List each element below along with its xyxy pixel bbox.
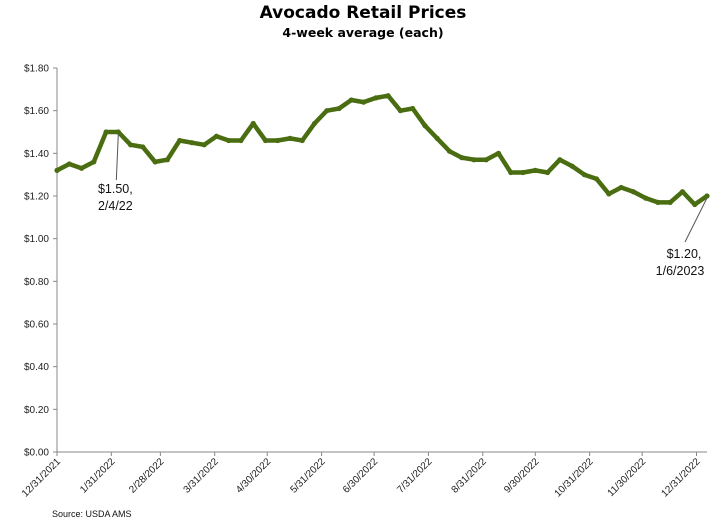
data-point bbox=[422, 123, 428, 129]
data-point bbox=[532, 167, 538, 173]
axes bbox=[56, 68, 707, 453]
data-point bbox=[471, 157, 477, 163]
x-tick-label: 1/31/2022 bbox=[78, 456, 118, 496]
data-point bbox=[483, 157, 489, 163]
x-tick-label: 4/30/2022 bbox=[234, 456, 274, 496]
y-tick-label: $0.00 bbox=[24, 448, 49, 459]
data-point bbox=[520, 169, 526, 176]
data-point bbox=[115, 129, 121, 135]
x-tick-label: 2/28/2022 bbox=[127, 456, 167, 496]
data-point bbox=[692, 201, 698, 208]
annotation-text-line1: $1.50, bbox=[98, 182, 133, 196]
data-point bbox=[385, 93, 391, 99]
y-tick-label: $1.20 bbox=[24, 192, 49, 203]
x-tick-label: 10/31/2022 bbox=[553, 456, 596, 499]
y-tick-label: $0.60 bbox=[24, 320, 49, 331]
data-point bbox=[91, 159, 97, 165]
data-point bbox=[557, 157, 563, 163]
annotations: $1.50, 2/4/22 $1.20, 1/6/2023 bbox=[98, 133, 708, 278]
data-point bbox=[262, 137, 269, 144]
y-tick-label: $1.40 bbox=[24, 149, 49, 160]
data-point bbox=[164, 157, 170, 163]
x-tick-label: 5/31/2022 bbox=[288, 456, 328, 496]
data-point bbox=[201, 142, 207, 148]
x-tick-label: 6/30/2022 bbox=[341, 456, 381, 496]
data-point bbox=[361, 99, 367, 105]
data-point bbox=[594, 176, 600, 182]
annotation-leader-line bbox=[115, 133, 119, 181]
x-axis-ticks: 12/31/2021 1/31/2022 2/28/2022 3/31/2022 4/3… bbox=[20, 452, 703, 500]
data-point bbox=[643, 195, 649, 201]
series-group bbox=[54, 93, 710, 208]
data-point bbox=[569, 163, 575, 169]
data-point bbox=[66, 161, 72, 167]
y-axis-ticks: $0.00 $0.20 $0.40 $0.60 $0.80 $1.00 $1.20 $1.40… bbox=[24, 64, 57, 459]
data-point bbox=[704, 193, 710, 199]
annotation-text-line2: 1/6/2023 bbox=[656, 264, 705, 278]
source-note: Source: USDA AMS bbox=[52, 509, 132, 519]
data-point bbox=[311, 120, 318, 127]
data-point bbox=[679, 189, 686, 195]
annotation-text-line2: 2/4/22 bbox=[98, 199, 133, 213]
y-tick-label: $1.60 bbox=[24, 106, 49, 117]
data-point bbox=[324, 108, 330, 114]
x-tick-label: 11/30/2022 bbox=[606, 456, 649, 499]
y-tick-label: $1.00 bbox=[24, 234, 49, 245]
data-point bbox=[103, 129, 109, 135]
data-point bbox=[299, 137, 305, 144]
chart-subtitle: 4-week average (each) bbox=[282, 25, 443, 40]
data-point bbox=[373, 95, 379, 101]
data-point bbox=[152, 159, 158, 165]
x-tick-label: 9/30/2022 bbox=[502, 456, 542, 496]
data-point bbox=[667, 199, 673, 205]
data-point bbox=[238, 137, 244, 144]
y-tick-label: $0.20 bbox=[24, 405, 49, 416]
y-tick-label: $0.40 bbox=[24, 362, 49, 373]
data-point bbox=[581, 172, 587, 178]
data-point bbox=[127, 142, 134, 148]
y-tick-label: $1.80 bbox=[24, 64, 49, 75]
data-point bbox=[508, 169, 514, 176]
series-line bbox=[54, 93, 710, 207]
data-point bbox=[544, 169, 551, 176]
data-point bbox=[410, 105, 416, 112]
data-point bbox=[348, 97, 354, 103]
annotation-leader-line bbox=[684, 197, 708, 243]
x-tick-label: 12/31/2021 bbox=[20, 456, 63, 499]
data-point bbox=[287, 135, 293, 141]
data-point bbox=[189, 140, 195, 146]
data-point bbox=[397, 108, 403, 114]
data-point bbox=[140, 144, 146, 150]
data-point bbox=[495, 150, 502, 156]
x-tick-label: 7/31/2022 bbox=[395, 456, 435, 496]
data-point bbox=[618, 184, 624, 191]
data-point bbox=[275, 137, 281, 144]
data-point bbox=[226, 137, 232, 144]
x-tick-label: 3/31/2022 bbox=[182, 456, 222, 496]
data-point bbox=[336, 105, 342, 112]
data-point bbox=[177, 137, 183, 144]
data-point bbox=[250, 120, 256, 127]
data-point bbox=[446, 148, 453, 154]
x-tick-label: 8/31/2022 bbox=[450, 456, 490, 496]
x-tick-label: 12/31/2022 bbox=[659, 456, 702, 499]
data-point bbox=[434, 135, 440, 141]
data-point bbox=[459, 155, 465, 161]
data-point bbox=[606, 191, 612, 197]
y-tick-label: $0.80 bbox=[24, 277, 49, 288]
chart-title: Avocado Retail Prices bbox=[260, 3, 467, 23]
data-point bbox=[54, 167, 60, 173]
annotation-text-line1: $1.20, bbox=[667, 247, 702, 261]
data-point bbox=[213, 133, 220, 139]
data-point bbox=[78, 165, 85, 171]
data-point bbox=[655, 199, 661, 205]
data-point bbox=[630, 189, 637, 195]
